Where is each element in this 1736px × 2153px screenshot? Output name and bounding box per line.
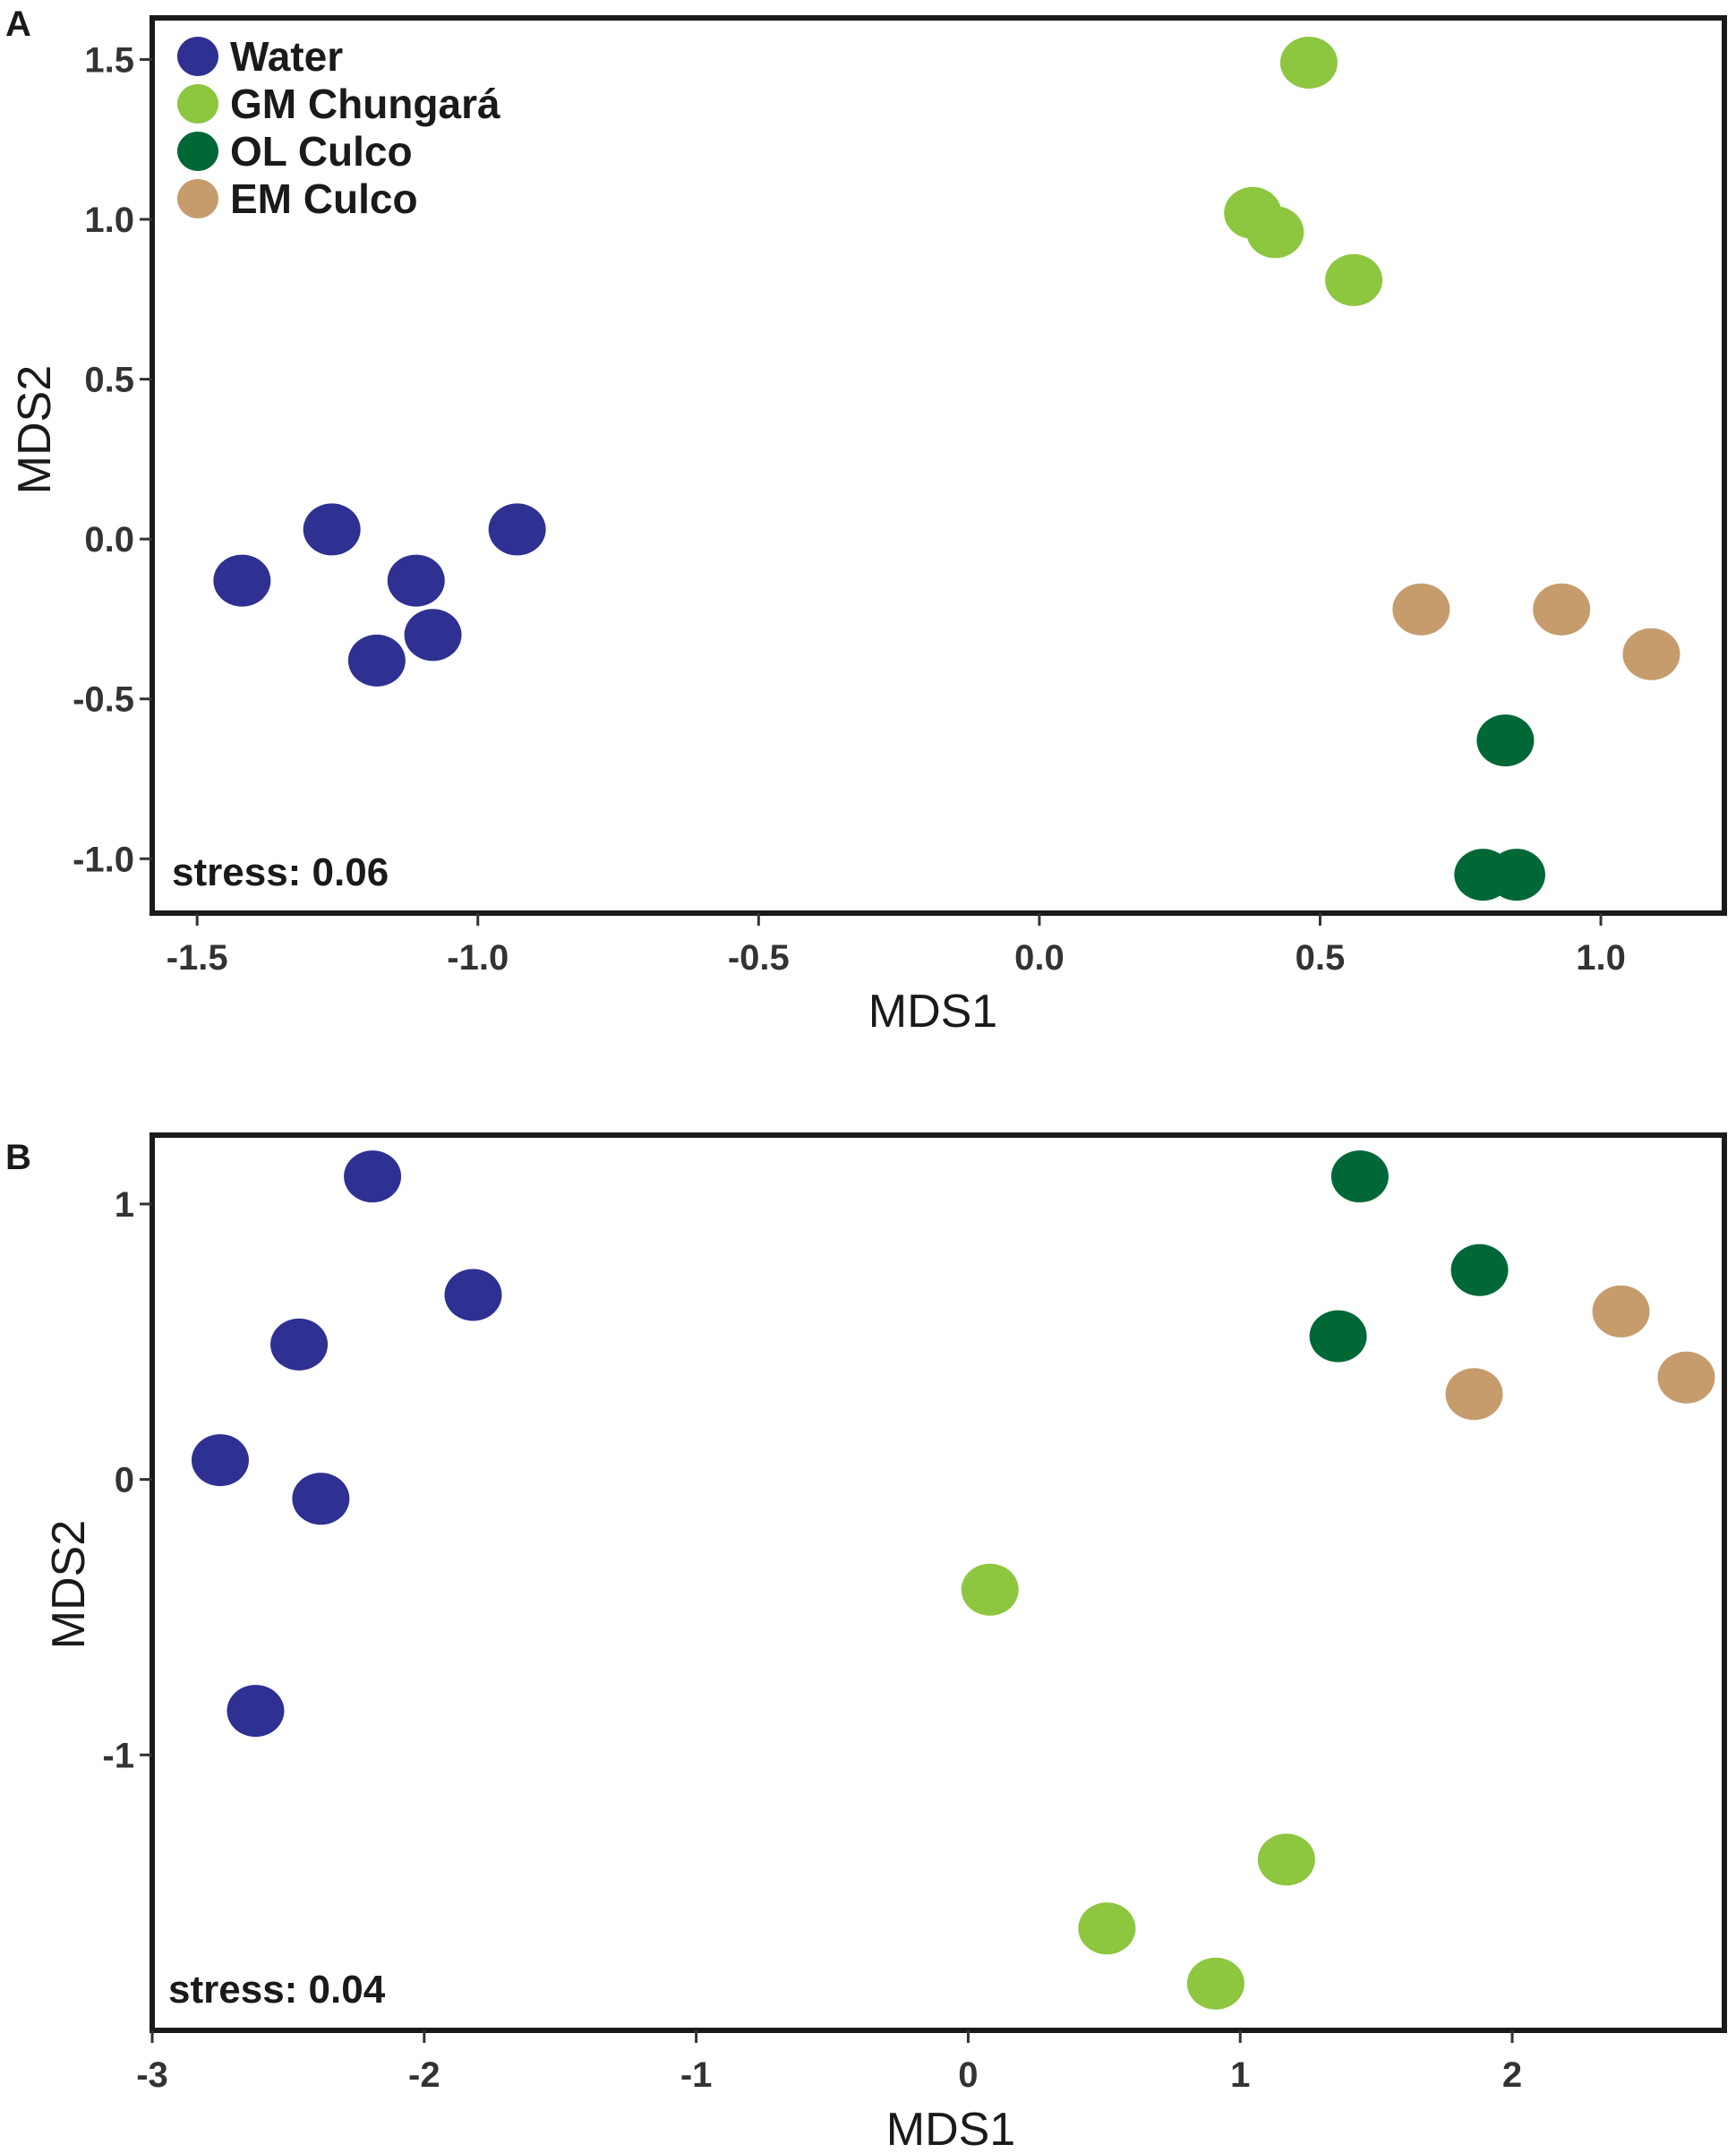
panel-b-point-gm-chungara-1 [961, 1563, 1019, 1616]
panel-b-point-water-3 [270, 1318, 329, 1371]
panel-b-y-tick-label-2: 0 [115, 1461, 134, 1500]
panel-a-x-tick-label-6: 1.0 [1576, 938, 1626, 978]
panel-a-y-axis: -1.0 -0.5 0.0 0.5 1.0 1.5 [73, 40, 152, 879]
legend-label-em-culco: EM Culco [230, 175, 418, 222]
panel-a-point-gm-chungara-1 [1279, 37, 1338, 89]
panel-b-x-tick-label-2: -2 [408, 2055, 440, 2095]
panel-b-point-water-4 [191, 1434, 249, 1487]
panel-b-point-water-5 [292, 1473, 350, 1525]
panel-b-frame [150, 1132, 1727, 2033]
panel-b-stress-annotation: stress: 0.04 [168, 1968, 386, 2012]
panel-a-x-tick-label-2: -1.0 [447, 938, 509, 978]
panel-a-point-gm-chungara-3 [1246, 206, 1304, 259]
panel-a-point-ol-culco-3 [1487, 849, 1545, 901]
panel-a-x-axis-title: MDS1 [868, 986, 997, 1038]
legend-marker-em-culco [177, 179, 218, 218]
panel-a-y-axis-title: MDS2 [9, 365, 61, 494]
panel-a-y-tick-label-6: 1.5 [84, 40, 134, 80]
panel-b-point-ol-culco-1 [1330, 1150, 1389, 1203]
panel-a-point-water-3 [387, 554, 445, 607]
legend-label-gm-chungara: GM Chungará [230, 81, 500, 127]
panel-b-y-tick-label-1: -1 [102, 1736, 134, 1775]
panel-b-point-ol-culco-2 [1450, 1243, 1509, 1296]
panel-b-point-em-culco-3 [1657, 1351, 1715, 1404]
panel-b: B -3 -2 -1 0 1 2 -1 0 1 MDS1 MDS2 stress: 0.04 [5, 1132, 1727, 2153]
legend-label-ol-culco: OL Culco [230, 128, 413, 175]
panel-b-x-tick-label-6: 2 [1502, 2055, 1522, 2095]
legend-label-water: Water [230, 33, 343, 80]
panel-a-x-tick-label-5: 0.5 [1296, 938, 1346, 978]
legend-marker-water [177, 37, 218, 76]
panel-a-point-water-6 [488, 503, 546, 556]
panel-a-x-tick-label-3: -0.5 [728, 938, 790, 978]
panel-a-point-water-1 [213, 554, 271, 607]
panel-b-point-water-1 [344, 1150, 402, 1203]
panel-b-point-em-culco-2 [1445, 1368, 1503, 1421]
panel-a-label: A [5, 4, 31, 44]
legend-marker-gm-chungara [177, 84, 218, 124]
panel-a-point-water-5 [347, 634, 406, 687]
panel-a-x-tick-label-4: 0.0 [1014, 938, 1065, 978]
panel-b-point-ol-culco-3 [1309, 1310, 1367, 1363]
panel-a-y-tick-label-5: 1.0 [84, 201, 134, 240]
panel-a-point-water-4 [404, 609, 462, 662]
panel-b-label: B [5, 1138, 31, 1177]
panel-b-x-tick-label-5: 1 [1230, 2055, 1250, 2095]
panel-a-point-em-culco-1 [1392, 583, 1450, 636]
panel-a-stress-annotation: stress: 0.06 [172, 850, 389, 894]
panel-b-x-tick-label-4: 0 [958, 2055, 978, 2095]
legend-marker-ol-culco [177, 132, 218, 171]
panel-a-frame [150, 15, 1727, 916]
panel-a-y-tick-label-1: -1.0 [73, 840, 134, 879]
panel-a-y-tick-label-3: 0.0 [84, 520, 134, 560]
panel-b-y-tick-label-3: 1 [115, 1185, 134, 1225]
panel-b-point-gm-chungara-2 [1257, 1833, 1315, 1886]
panel-a-point-ol-culco-1 [1476, 714, 1535, 767]
panel-a-points [213, 37, 1680, 901]
panel-b-x-tick-label-1: -3 [136, 2055, 168, 2095]
panel-b-point-water-6 [227, 1685, 285, 1738]
panel-a-x-axis: -1.5 -1.0 -0.5 0.0 0.5 1.0 [167, 913, 1626, 978]
panel-a-y-tick-label-2: -0.5 [73, 680, 134, 720]
panel-a-point-em-culco-3 [1622, 628, 1680, 680]
panel-a-point-water-2 [303, 503, 361, 556]
panel-a-x-tick-label-1: -1.5 [167, 938, 228, 978]
panel-b-point-water-2 [444, 1269, 502, 1321]
panel-a-point-em-culco-2 [1533, 583, 1591, 636]
panel-a-y-tick-label-4: 0.5 [84, 361, 134, 400]
panel-b-y-axis-title: MDS2 [43, 1520, 95, 1649]
panel-a: A -1.5 -1.0 -0.5 0.0 0.5 1.0 -1.0 -0.5 0.0 0.5 1.… [5, 4, 1727, 1038]
panel-b-y-axis: -1 0 1 [102, 1185, 152, 1775]
panel-b-points [191, 1150, 1715, 2010]
panel-b-x-axis-title: MDS1 [886, 2104, 1015, 2153]
panel-a-point-gm-chungara-4 [1325, 253, 1383, 306]
panel-b-point-gm-chungara-4 [1186, 1957, 1244, 2010]
panel-b-point-gm-chungara-3 [1078, 1902, 1136, 1955]
panel-b-x-tick-label-3: -1 [680, 2055, 713, 2095]
panel-b-x-axis: -3 -2 -1 0 1 2 [136, 2030, 1522, 2095]
panel-b-point-em-culco-1 [1592, 1285, 1650, 1337]
